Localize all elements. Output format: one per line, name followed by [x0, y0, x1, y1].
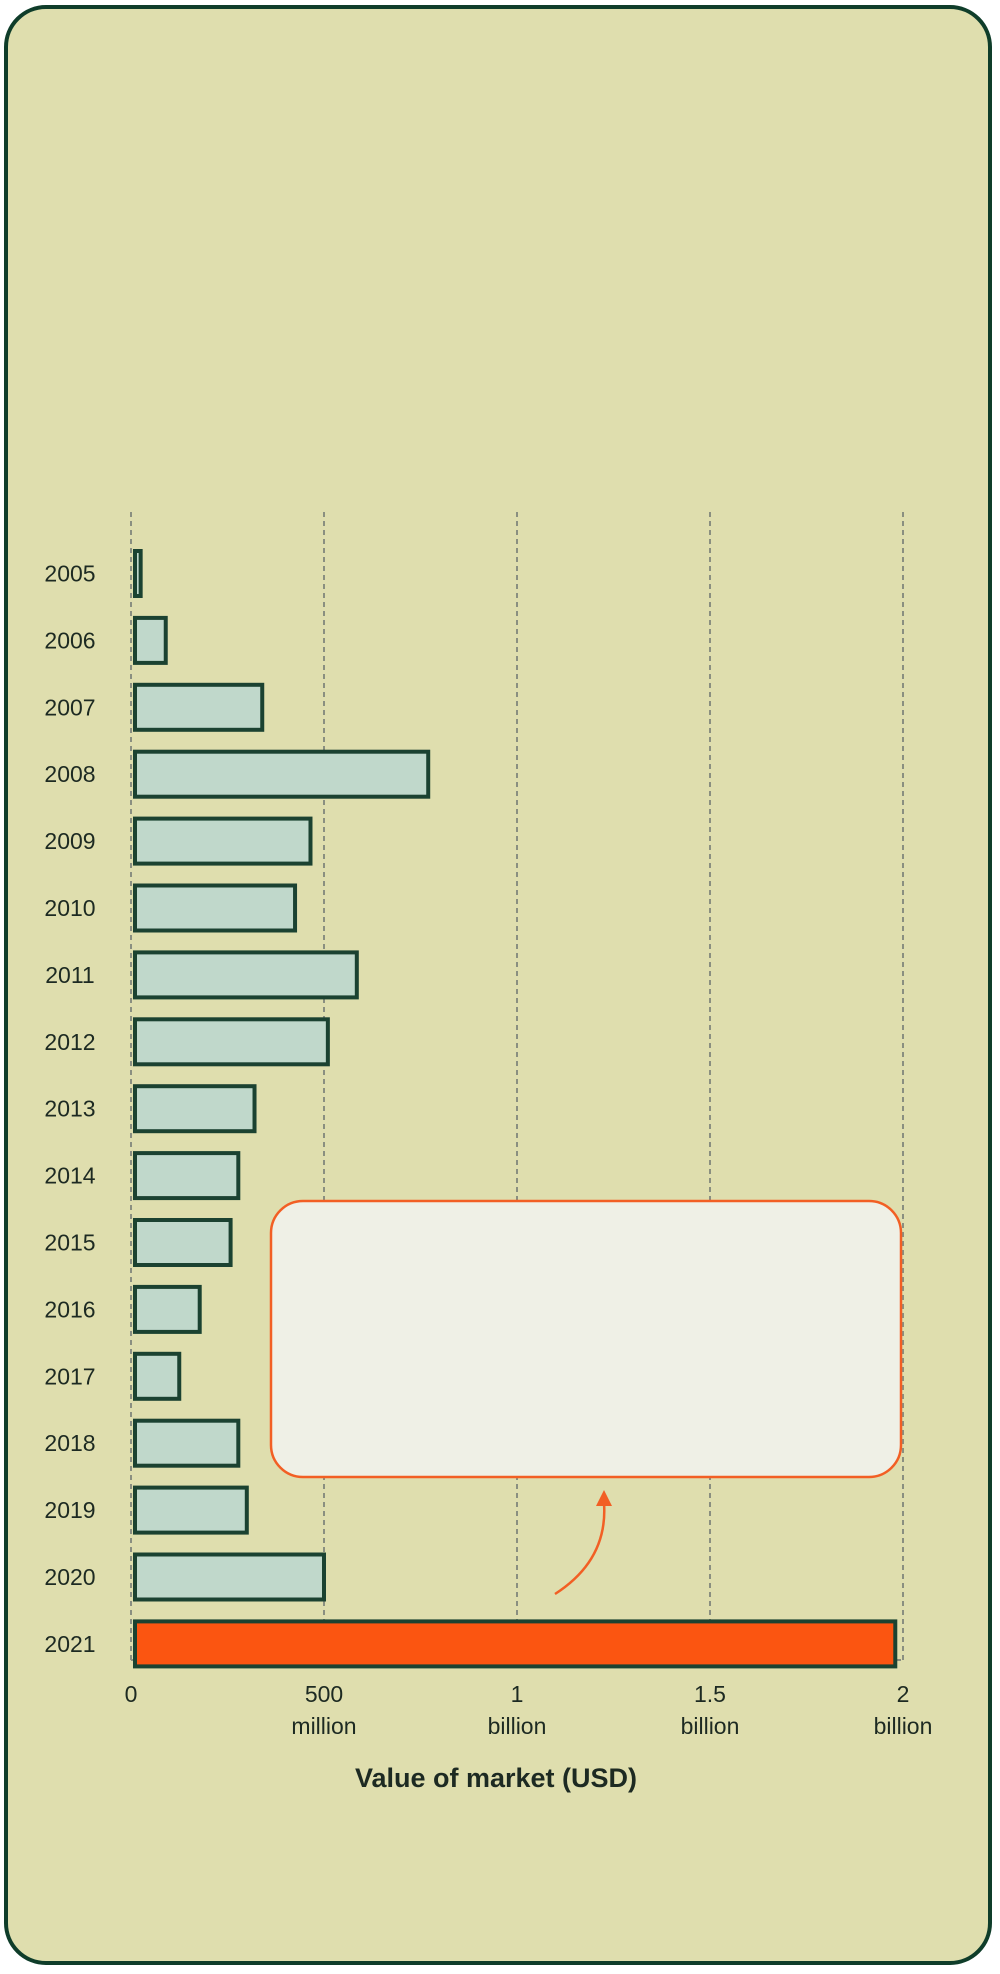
year-label-2017: 2017	[44, 1363, 95, 1389]
x-tick-label-4: 2	[897, 1681, 910, 1707]
bars	[133, 549, 898, 1669]
bar-2009	[133, 816, 313, 866]
bar-2014	[133, 1151, 241, 1201]
year-label-2006: 2006	[44, 627, 95, 653]
bar-2013	[133, 1084, 257, 1134]
x-tick-sublabel-3: billion	[681, 1713, 740, 1739]
x-tick-label-2: 1	[511, 1681, 524, 1707]
x-tick-sublabel-1: million	[291, 1713, 356, 1739]
bar-2010	[133, 883, 298, 933]
x-tick-label-0: 0	[125, 1681, 138, 1707]
bar-2017	[133, 1351, 182, 1401]
year-labels: 2005 2006 2007 2008 2009 2010 2011 2012 2013 2014…	[44, 561, 95, 1657]
bar-2019	[133, 1485, 249, 1535]
bar-2006	[133, 615, 168, 665]
x-axis-title: Value of market (USD)	[355, 1763, 637, 1793]
year-label-2021: 2021	[44, 1631, 95, 1657]
x-tick-sublabel-2: billion	[488, 1713, 547, 1739]
bar-2018	[133, 1418, 241, 1468]
bar-2015	[133, 1218, 233, 1267]
bar-2011	[133, 950, 359, 1000]
annotation-box	[269, 1199, 903, 1479]
annotation-arrowhead	[596, 1490, 612, 1506]
year-label-2020: 2020	[44, 1564, 95, 1590]
annotation-arrow	[554, 1502, 606, 1596]
year-label-2018: 2018	[44, 1430, 95, 1456]
x-tick-label-1: 500	[305, 1681, 343, 1707]
year-label-2010: 2010	[44, 895, 95, 921]
year-label-2015: 2015	[44, 1230, 95, 1256]
year-label-2019: 2019	[44, 1497, 95, 1523]
bar-2020	[133, 1552, 326, 1602]
year-label-2009: 2009	[44, 828, 95, 854]
year-label-2016: 2016	[44, 1296, 95, 1322]
year-label-2012: 2012	[44, 1029, 95, 1055]
year-label-2011: 2011	[45, 962, 94, 988]
x-tick-labels: 0 500 million 1 billion 1.5 billion 2 billion	[125, 1681, 933, 1739]
bar-2008	[133, 749, 431, 799]
bar-2021	[133, 1619, 898, 1669]
bar-2005	[133, 549, 143, 598]
year-label-2013: 2013	[44, 1096, 95, 1122]
bar-2016	[133, 1284, 202, 1334]
year-label-2008: 2008	[44, 761, 95, 787]
bar-2007	[133, 682, 265, 732]
year-label-2014: 2014	[44, 1163, 95, 1189]
year-label-2005: 2005	[44, 561, 95, 587]
year-label-2007: 2007	[44, 694, 95, 720]
x-tick-sublabel-4: billion	[874, 1713, 933, 1739]
bar-2012	[133, 1017, 330, 1067]
x-tick-label-3: 1.5	[694, 1681, 726, 1707]
